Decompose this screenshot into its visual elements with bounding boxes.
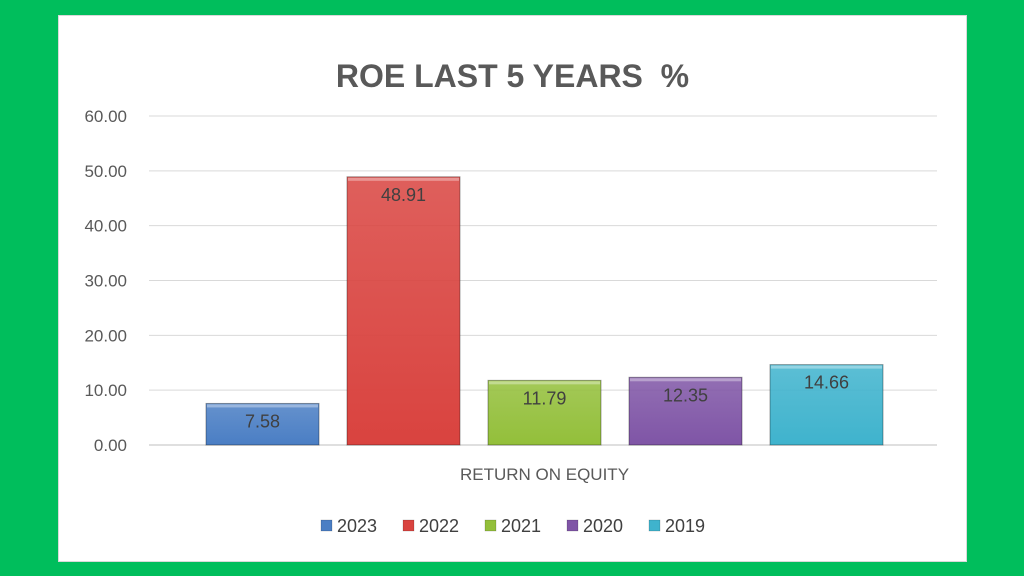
y-tick-label: 50.00 [84, 162, 127, 181]
bar-highlight [630, 378, 741, 382]
data-label-2021: 11.79 [523, 388, 567, 408]
data-label-2020: 12.35 [663, 385, 708, 405]
y-axis: 0.00 10.00 20.00 30.00 40.00 50.00 60.00 [84, 107, 127, 455]
y-tick-label: 0.00 [94, 436, 127, 455]
data-label-2023: 7.58 [245, 411, 280, 431]
bar-2019 [769, 364, 884, 446]
x-axis: RETURN ON EQUITY [460, 465, 629, 484]
legend-swatch-2023 [320, 519, 333, 532]
bar-2020 [628, 376, 743, 446]
chart-plot: 0.00 10.00 20.00 30.00 40.00 50.00 60.00 7.58 4… [84, 107, 937, 536]
y-tick-label: 40.00 [84, 217, 127, 236]
legend-label-2020: 2020 [583, 516, 623, 536]
legend-swatch-2020 [566, 519, 579, 532]
legend-swatch-2022 [402, 519, 415, 532]
legend-label-2023: 2023 [337, 516, 377, 536]
legend-label-2021: 2021 [501, 516, 541, 536]
y-tick-label: 60.00 [84, 107, 127, 126]
data-label-2022: 48.91 [381, 185, 426, 205]
x-category-label: RETURN ON EQUITY [460, 465, 629, 484]
bar-2023 [205, 402, 320, 446]
bar-highlight [771, 365, 882, 369]
bars [205, 176, 884, 446]
y-tick-label: 20.00 [84, 326, 127, 345]
bar-highlight [207, 404, 318, 408]
bar-highlight [348, 177, 459, 181]
y-tick-label: 30.00 [84, 272, 127, 291]
data-label-2019: 14.66 [804, 373, 849, 393]
legend-label-2022: 2022 [419, 516, 459, 536]
bar-2022 [346, 176, 461, 446]
y-tick-label: 10.00 [84, 381, 127, 400]
legend-swatch-2021 [484, 519, 497, 532]
chart-title: ROE LAST 5 YEARS % [335, 58, 690, 94]
data-labels: 7.58 48.91 11.79 12.35 14.66 [245, 185, 849, 432]
legend-label-2019: 2019 [665, 516, 705, 536]
bar-2021 [487, 379, 602, 446]
legend: 2023 2022 2021 2020 2019 [320, 516, 705, 536]
chart-frame: ROE LAST 5 YEARS % 0.00 10.00 20.00 30.00 40… [58, 15, 967, 562]
bar-highlight [489, 381, 600, 385]
legend-swatch-2019 [648, 519, 661, 532]
